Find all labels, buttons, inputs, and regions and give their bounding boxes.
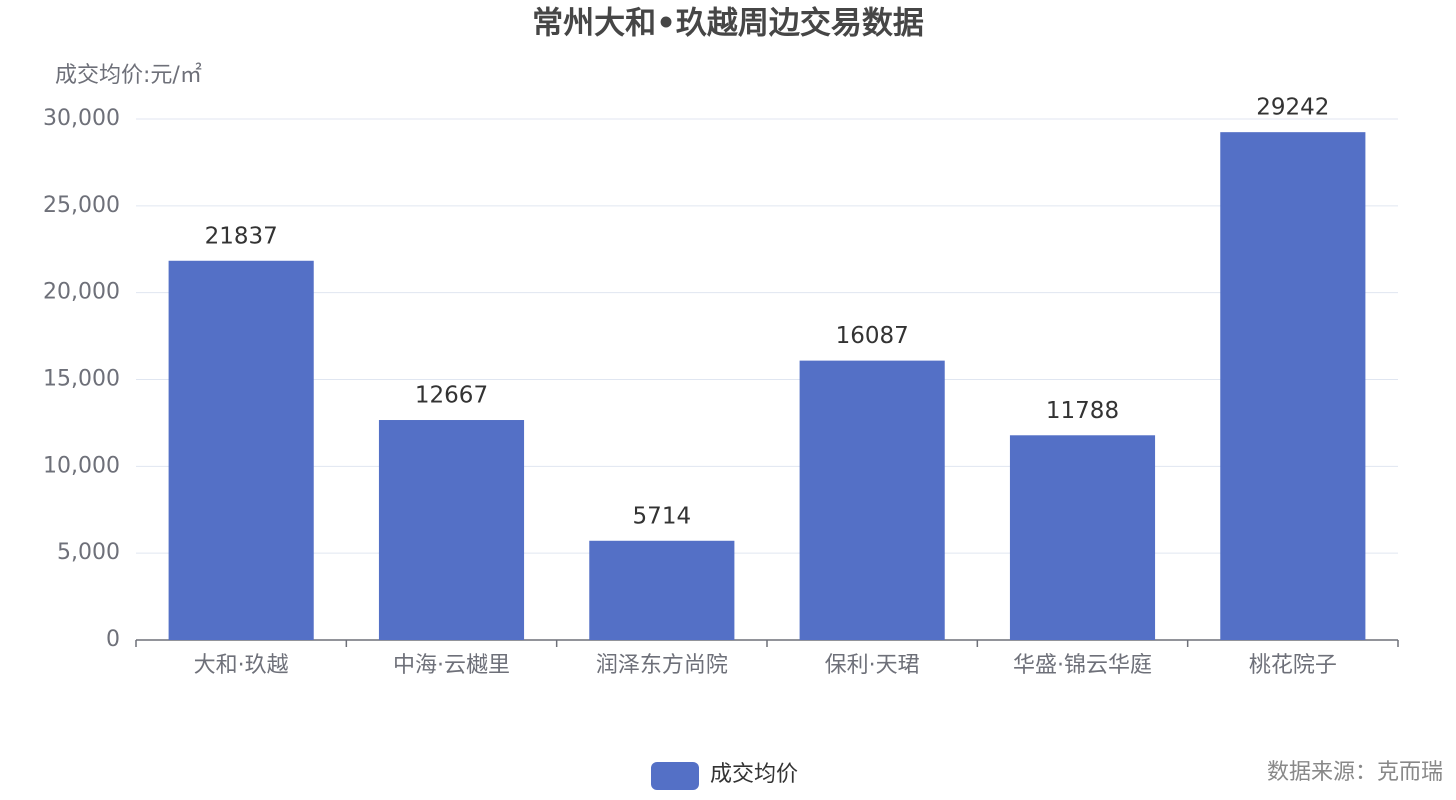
y-tick-label: 25,000 [43,193,120,218]
x-tick-label: 保利·天珺 [825,653,920,678]
data-label: 12667 [415,383,488,409]
y-tick-label: 0 [106,627,120,652]
data-label: 16087 [836,323,909,349]
bar [589,540,735,640]
data-label: 29242 [1256,95,1329,121]
data-label: 21837 [205,223,278,249]
x-tick-label: 大和·玖越 [194,653,289,678]
x-tick-label: 桃花院子 [1249,653,1337,678]
bar [378,420,525,640]
bar [1009,435,1156,640]
bar [168,260,314,640]
x-tick-label: 中海·云樾里 [393,653,510,678]
legend-swatch [651,762,699,790]
bar [1220,132,1366,640]
data-label: 5714 [633,503,692,529]
y-tick-label: 30,000 [43,106,120,131]
source-note: 数据来源：克而瑞 [1267,760,1443,785]
y-axis-label: 成交均价:元/㎡ [55,62,202,88]
data-label: 11788 [1046,398,1119,424]
y-tick-label: 10,000 [43,453,120,478]
y-tick-label: 20,000 [43,280,120,305]
x-tick-label: 华盛·锦云华庭 [1013,653,1152,678]
legend-label: 成交均价 [710,762,798,787]
chart-title: 常州大和•玖越周边交易数据 [532,6,924,42]
y-tick-label: 5,000 [57,540,120,565]
bar [799,360,945,640]
y-tick-label: 15,000 [43,367,120,392]
x-tick-label: 润泽东方尚院 [596,653,728,678]
